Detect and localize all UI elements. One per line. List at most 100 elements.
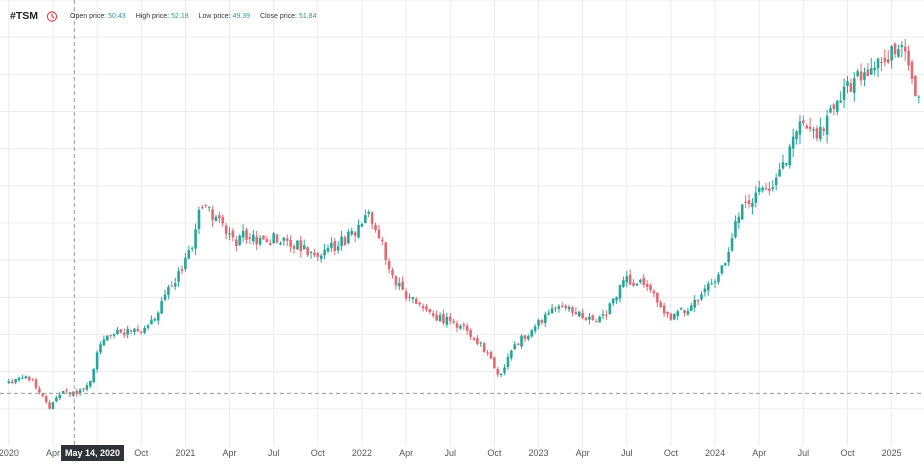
candle-body [720, 265, 724, 274]
candle-body [588, 316, 591, 320]
candle-body [211, 209, 214, 220]
low-price-label: Low price: [198, 12, 231, 20]
candle-body [662, 305, 666, 314]
candle-body [696, 300, 700, 302]
x-tick-label: Jul [444, 448, 456, 458]
candle-body [683, 310, 686, 313]
candle-body [730, 238, 734, 251]
candle-body [866, 69, 870, 77]
candle-body [133, 328, 136, 333]
x-tick-label: Oct [487, 448, 502, 458]
candle-body [516, 343, 520, 345]
candle-body [571, 307, 574, 313]
candle-body [353, 232, 357, 236]
candle-body [645, 283, 649, 288]
candle-body [829, 108, 832, 113]
candle-body [129, 330, 133, 332]
candle-body [903, 46, 907, 52]
candle-body [421, 306, 425, 309]
candle-body [747, 200, 751, 205]
candle-body [757, 187, 761, 192]
candles [7, 38, 921, 410]
candle-body [510, 350, 513, 359]
candle-body [798, 121, 802, 135]
candle-body [364, 215, 367, 223]
candle-body [99, 344, 102, 353]
candle-body [727, 251, 730, 263]
candle-body [112, 334, 116, 336]
candle-body [533, 326, 537, 332]
close-price: Close price: 51.84 [260, 13, 316, 20]
clock-icon[interactable] [46, 10, 58, 22]
candle-body [652, 290, 656, 294]
candle-body [272, 233, 275, 244]
candle-body [425, 306, 428, 310]
candle-body [706, 283, 710, 291]
candle-body [659, 302, 663, 308]
candle-body [326, 248, 330, 252]
candle-body [554, 308, 557, 310]
x-tick-label: Apr [46, 448, 60, 458]
candle-body [163, 294, 167, 300]
candle-body [527, 336, 530, 340]
candle-body [367, 211, 371, 214]
candle-body [693, 299, 696, 308]
candle-body [404, 291, 408, 299]
candle-body [262, 235, 265, 240]
candle-body [812, 129, 815, 131]
candle-body [14, 379, 17, 383]
candle-body [116, 329, 119, 335]
candle-body [431, 313, 435, 316]
candle-body [282, 237, 286, 241]
candle-body [221, 217, 225, 224]
candle-body [7, 381, 11, 384]
candle-body [370, 212, 374, 225]
candle-body [95, 352, 99, 370]
candle-body [584, 317, 588, 320]
candle-body [846, 81, 849, 87]
candle-body [805, 125, 809, 129]
candle-body [591, 315, 595, 320]
candle-body [737, 216, 741, 223]
candle-body [574, 312, 578, 315]
candle-body [316, 253, 320, 257]
candle-body [323, 249, 326, 256]
x-tick-label: Apr [399, 448, 413, 458]
x-tick-label: Apr [223, 448, 237, 458]
candle-body [455, 323, 459, 328]
candle-body [819, 127, 822, 140]
candle-body [917, 96, 921, 98]
candle-body [723, 263, 727, 266]
candle-body [275, 234, 279, 243]
candle-body [622, 280, 625, 287]
candle-body [167, 286, 170, 295]
candle-body [38, 388, 41, 393]
grid [0, 0, 924, 446]
candle-body [448, 316, 452, 322]
candle-body [469, 329, 472, 337]
candle-body [190, 247, 194, 249]
candle-body [194, 229, 197, 249]
candle-body [68, 392, 72, 395]
candle-body [31, 379, 34, 381]
candle-body [418, 302, 421, 305]
candle-body [343, 237, 347, 246]
candle-body [347, 231, 350, 243]
candle-body [785, 163, 788, 165]
candle-body [265, 239, 269, 243]
candle-body [387, 261, 391, 270]
candle-body [136, 329, 140, 332]
candle-body [710, 283, 713, 285]
candle-body [886, 59, 890, 63]
candle-body [397, 283, 401, 287]
candle-body [479, 342, 483, 344]
candle-body [544, 314, 547, 323]
candle-body [442, 313, 445, 324]
candle-body [567, 306, 571, 310]
x-tick-label: Apr [752, 448, 766, 458]
candle-body [577, 311, 581, 317]
candle-body [795, 131, 798, 140]
candle-body [218, 215, 221, 219]
